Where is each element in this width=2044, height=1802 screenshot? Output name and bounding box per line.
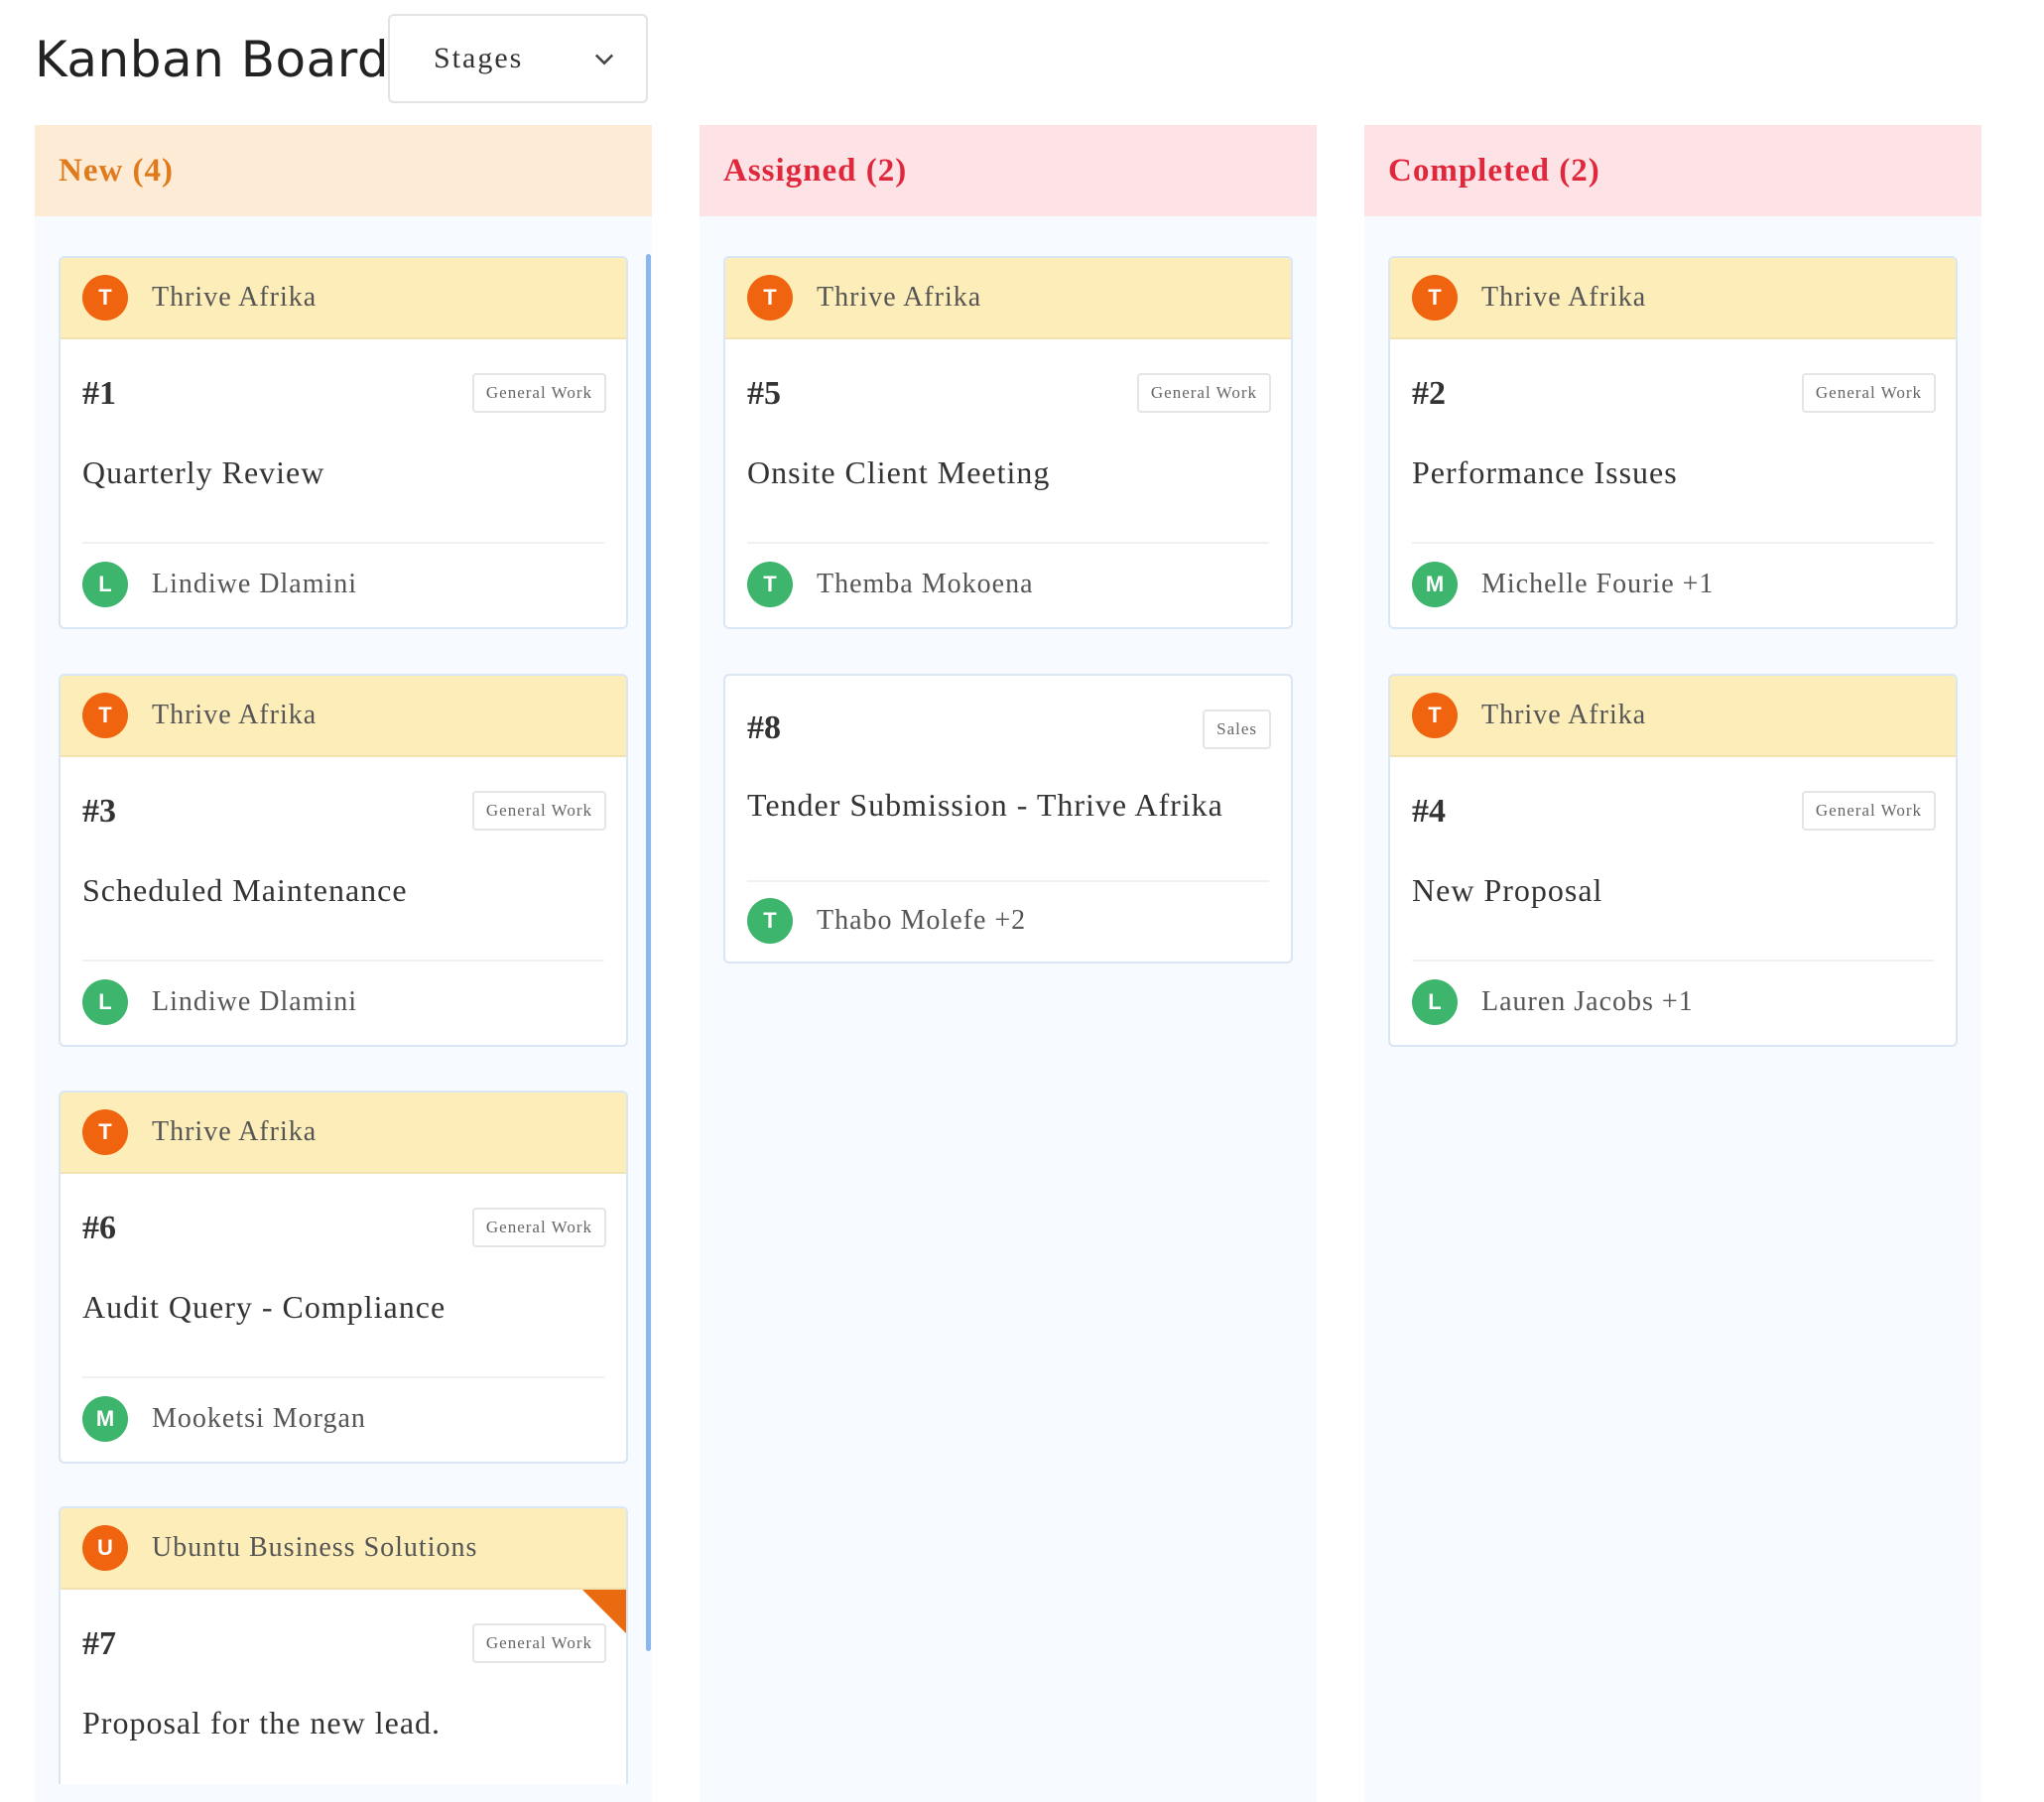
kanban-card[interactable]: T Thrive Afrika #3 General Work Schedule… bbox=[59, 674, 628, 1047]
assignee-name: Lindiwe Dlamini bbox=[152, 569, 358, 599]
kanban-card[interactable]: U Ubuntu Business Solutions #7 General W… bbox=[59, 1506, 628, 1784]
assignee: T Thabo Molefe +2 bbox=[747, 898, 1026, 944]
ticket-tag: Sales bbox=[1203, 709, 1271, 749]
assignee: L Lindiwe Dlamini bbox=[82, 562, 357, 607]
kanban-card[interactable]: T Thrive Afrika #1 General Work Quarterl… bbox=[59, 256, 628, 629]
stage-select[interactable]: Stages bbox=[388, 14, 648, 103]
card-divider bbox=[747, 880, 1269, 882]
chevron-down-icon bbox=[594, 54, 614, 65]
column-body: T Thrive Afrika #1 General Work Quarterl… bbox=[35, 216, 652, 1802]
assignee-name: Thabo Molefe +2 bbox=[817, 905, 1027, 936]
card-divider bbox=[1412, 542, 1934, 544]
ticket-tag: General Work bbox=[1136, 373, 1271, 413]
assignee-avatar: M bbox=[1412, 562, 1458, 607]
company-name: Thrive Afrika bbox=[152, 700, 318, 730]
company-avatar: U bbox=[82, 1525, 128, 1571]
company-name: Thrive Afrika bbox=[1481, 700, 1647, 730]
card-company: T Thrive Afrika bbox=[61, 1093, 626, 1174]
assignee-name: Lindiwe Dlamini bbox=[152, 986, 358, 1017]
assignee-avatar: L bbox=[82, 979, 128, 1025]
ticket-tag: General Work bbox=[1801, 791, 1936, 831]
ticket-id: #6 bbox=[82, 1210, 116, 1246]
company-avatar: T bbox=[82, 693, 128, 738]
ticket-tag: General Work bbox=[471, 1623, 606, 1663]
ticket-title: New Proposal bbox=[1412, 872, 1603, 908]
column-title: New (4) bbox=[59, 152, 175, 189]
card-divider bbox=[82, 542, 604, 544]
column-title: Assigned (2) bbox=[723, 152, 908, 189]
ticket-title: Audit Query - Compliance bbox=[82, 1289, 447, 1325]
column-header-completed[interactable]: Completed (2) bbox=[1364, 125, 1981, 216]
ticket-id: #4 bbox=[1412, 793, 1446, 830]
company-avatar: T bbox=[1412, 693, 1458, 738]
card-company: T Thrive Afrika bbox=[61, 258, 626, 339]
ticket-title: Tender Submission - Thrive Afrika bbox=[747, 787, 1223, 823]
column-header-assigned[interactable]: Assigned (2) bbox=[700, 125, 1317, 216]
ticket-id: #2 bbox=[1412, 375, 1446, 412]
column-title: Completed (2) bbox=[1388, 152, 1600, 189]
company-avatar: T bbox=[82, 275, 128, 321]
assignee-avatar: L bbox=[1412, 979, 1458, 1025]
company-avatar: T bbox=[747, 275, 793, 321]
ticket-tag: General Work bbox=[471, 1208, 606, 1247]
card-divider bbox=[747, 542, 1269, 544]
company-name: Ubuntu Business Solutions bbox=[152, 1532, 478, 1563]
page-title: Kanban Board bbox=[35, 31, 390, 88]
card-company: T Thrive Afrika bbox=[1390, 676, 1956, 757]
assignee-avatar: L bbox=[82, 562, 128, 607]
card-divider bbox=[82, 1376, 604, 1378]
ticket-tag: General Work bbox=[1801, 373, 1936, 413]
page-header: Kanban Board bbox=[35, 14, 389, 105]
company-avatar: T bbox=[1412, 275, 1458, 321]
company-name: Thrive Afrika bbox=[152, 1116, 318, 1147]
ticket-id: #3 bbox=[82, 793, 116, 830]
ticket-title: Proposal for the new lead. bbox=[82, 1705, 442, 1740]
assignee: L Lindiwe Dlamini bbox=[82, 979, 357, 1025]
card-company: T Thrive Afrika bbox=[1390, 258, 1956, 339]
stage-select-value: Stages bbox=[434, 42, 524, 74]
ticket-tag: General Work bbox=[471, 373, 606, 413]
company-name: Thrive Afrika bbox=[817, 282, 982, 313]
assignee-name: Lauren Jacobs +1 bbox=[1481, 986, 1694, 1017]
company-avatar: T bbox=[82, 1109, 128, 1155]
card-divider bbox=[82, 960, 604, 962]
assignee: M Michelle Fourie +1 bbox=[1412, 562, 1714, 607]
card-company: T Thrive Afrika bbox=[61, 676, 626, 757]
assignee: L Lauren Jacobs +1 bbox=[1412, 979, 1694, 1025]
kanban-card[interactable]: T Thrive Afrika #4 General Work New Prop… bbox=[1388, 674, 1958, 1047]
column-header-new[interactable]: New (4) bbox=[35, 125, 652, 216]
column-scrollbar[interactable] bbox=[646, 254, 651, 1651]
column-assigned: Assigned (2) T Thrive Afrika #5 General … bbox=[700, 125, 1317, 1802]
company-name: Thrive Afrika bbox=[152, 282, 318, 313]
card-divider bbox=[1412, 960, 1934, 962]
card-company: U Ubuntu Business Solutions bbox=[61, 1508, 626, 1590]
ticket-title: Scheduled Maintenance bbox=[82, 872, 408, 908]
kanban-card[interactable]: #8 Sales Tender Submission - Thrive Afri… bbox=[723, 674, 1293, 964]
column-new: New (4) T Thrive Afrika #1 General Work … bbox=[35, 125, 652, 1802]
assignee-name: Mooketsi Morgan bbox=[152, 1403, 366, 1434]
ticket-title: Performance Issues bbox=[1412, 454, 1678, 490]
kanban-card[interactable]: T Thrive Afrika #6 General Work Audit Qu… bbox=[59, 1091, 628, 1464]
ticket-title: Quarterly Review bbox=[82, 454, 325, 490]
card-company: T Thrive Afrika bbox=[725, 258, 1291, 339]
assignee: M Mooketsi Morgan bbox=[82, 1396, 366, 1442]
kanban-card[interactable]: T Thrive Afrika #2 General Work Performa… bbox=[1388, 256, 1958, 629]
ticket-id: #8 bbox=[747, 709, 781, 746]
assignee-avatar: T bbox=[747, 562, 793, 607]
ticket-title: Onsite Client Meeting bbox=[747, 454, 1051, 490]
column-body: T Thrive Afrika #2 General Work Performa… bbox=[1364, 216, 1981, 1802]
ticket-id: #1 bbox=[82, 375, 116, 412]
column-body: T Thrive Afrika #5 General Work Onsite C… bbox=[700, 216, 1317, 1802]
ticket-id: #7 bbox=[82, 1625, 116, 1662]
company-name: Thrive Afrika bbox=[1481, 282, 1647, 313]
assignee-avatar: M bbox=[82, 1396, 128, 1442]
ticket-tag: General Work bbox=[471, 791, 606, 831]
assignee-name: Michelle Fourie +1 bbox=[1481, 569, 1715, 599]
assignee-avatar: T bbox=[747, 898, 793, 944]
ticket-id: #5 bbox=[747, 375, 781, 412]
assignee-name: Themba Mokoena bbox=[817, 569, 1034, 599]
kanban-card[interactable]: T Thrive Afrika #5 General Work Onsite C… bbox=[723, 256, 1293, 629]
column-completed: Completed (2) T Thrive Afrika #2 General… bbox=[1364, 125, 1981, 1802]
assignee: T Themba Mokoena bbox=[747, 562, 1034, 607]
